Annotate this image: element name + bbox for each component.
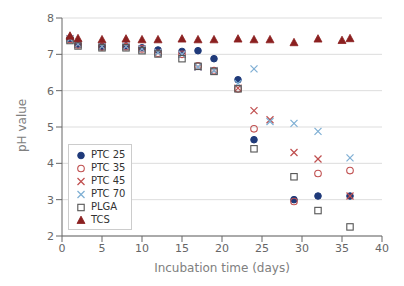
svg-text:5: 5: [99, 242, 106, 255]
svg-text:0: 0: [59, 242, 66, 255]
svg-text:30: 30: [295, 242, 309, 255]
svg-text:5: 5: [47, 121, 54, 134]
svg-text:35: 35: [335, 242, 349, 255]
svg-text:8: 8: [47, 12, 54, 25]
svg-text:40: 40: [375, 242, 389, 255]
html-text:PTC 25: PTC 25: [91, 149, 126, 160]
html-text:PLGA: PLGA: [91, 201, 118, 212]
svg-text:pH value: pH value: [15, 99, 29, 152]
svg-text:Incubation time (days): Incubation time (days): [154, 261, 290, 275]
svg-text:4: 4: [47, 157, 54, 170]
svg-text:6: 6: [47, 85, 54, 98]
svg-text:20: 20: [215, 242, 229, 255]
html-text:PTC 70: PTC 70: [91, 188, 126, 199]
svg-text:25: 25: [255, 242, 269, 255]
html-text:TCS: TCS: [91, 214, 110, 225]
svg-text:3: 3: [47, 194, 54, 207]
svg-text:7: 7: [47, 48, 54, 61]
svg-text:2: 2: [47, 230, 54, 243]
html-text:PTC 45: PTC 45: [91, 175, 126, 186]
svg-text:15: 15: [175, 242, 189, 255]
html-text:PTC 35: PTC 35: [91, 162, 126, 173]
svg-text:10: 10: [135, 242, 149, 255]
